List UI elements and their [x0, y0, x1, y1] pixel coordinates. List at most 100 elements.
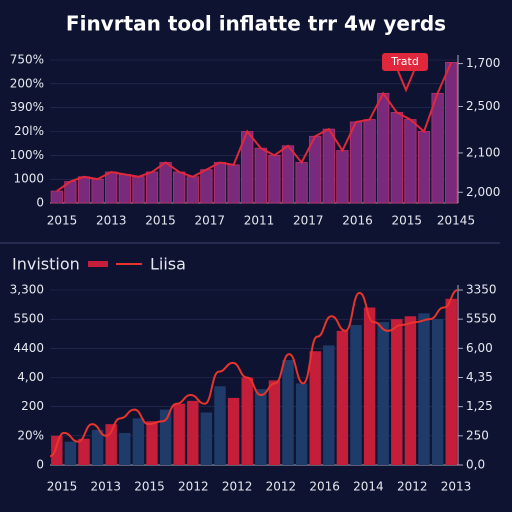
bar	[417, 131, 431, 204]
y2-tick-label: 4,35	[466, 370, 493, 384]
x-tick-label: 2012	[266, 480, 297, 494]
x-tick-label: 2013	[441, 480, 472, 494]
annotation-pointer	[397, 70, 415, 93]
bar	[255, 389, 267, 465]
y-tick-label: 4400	[13, 341, 44, 355]
bar	[404, 316, 417, 465]
bar	[105, 171, 118, 204]
bar	[227, 397, 240, 465]
y-tick-label: 1000	[13, 172, 44, 186]
x-tick-label: 2015	[391, 214, 422, 228]
bar	[118, 173, 131, 204]
annotation-box	[382, 53, 428, 71]
y-tick-label: 3,300	[10, 283, 44, 297]
bar	[282, 360, 294, 465]
y2-tick-label: 1,25	[466, 399, 493, 413]
y-tick-label: 4,00	[17, 370, 44, 384]
bar	[349, 121, 363, 204]
bar	[132, 176, 145, 204]
bar	[445, 298, 457, 465]
bar	[159, 162, 172, 204]
y-tick-label: 100%	[10, 148, 44, 162]
y-tick-label: 20%	[17, 428, 44, 442]
y-tick-label: 0	[36, 458, 44, 472]
bar	[91, 178, 104, 204]
y2-tick-label: 0,0	[466, 458, 485, 472]
y2-tick-label: 250	[466, 428, 489, 442]
y2-tick-label: 3350	[466, 283, 497, 297]
x-tick-label: 2012	[397, 480, 428, 494]
bar	[377, 322, 389, 465]
y-tick-label: 20l%	[14, 124, 44, 138]
bar	[173, 171, 186, 204]
annotation: Tratd	[390, 55, 419, 68]
bar	[173, 403, 185, 465]
bar	[363, 119, 376, 204]
line	[56, 61, 453, 192]
bar	[431, 319, 444, 465]
bar	[200, 169, 213, 204]
x-tick-label: 2016	[342, 214, 373, 228]
y2-tick-label: 5550	[466, 312, 497, 326]
bar	[186, 176, 199, 204]
bar	[377, 92, 390, 204]
bar	[322, 128, 335, 204]
bar	[77, 176, 91, 204]
bar	[51, 435, 63, 465]
bar	[200, 412, 213, 465]
bar	[363, 307, 376, 465]
x-tick-label: 20145	[437, 214, 475, 228]
y-tick-label: 5500	[13, 312, 44, 326]
x-tick-label: 2016	[309, 480, 340, 494]
bar	[295, 162, 308, 204]
x-tick-label: 2014	[353, 480, 384, 494]
x-tick-label: 2015	[47, 480, 78, 494]
bar	[254, 147, 267, 204]
bar	[78, 438, 90, 465]
bar	[350, 325, 362, 465]
y-tick-label: 750%	[10, 53, 44, 67]
bar	[146, 421, 158, 465]
bar	[213, 162, 227, 204]
bar	[309, 351, 321, 465]
bar	[390, 112, 403, 204]
y-tick-label: 390%	[10, 100, 44, 114]
bar	[391, 319, 403, 465]
line	[49, 289, 459, 458]
bar	[145, 171, 159, 204]
x-tick-label: 2015	[47, 214, 78, 228]
bar	[105, 424, 117, 465]
bar	[119, 432, 131, 465]
bar	[323, 345, 335, 465]
x-tick-label: 2012	[222, 480, 253, 494]
bar	[91, 430, 104, 465]
x-tick-label: 2012	[178, 480, 209, 494]
x-tick-label: 2015	[134, 480, 165, 494]
legend-swatch	[88, 261, 108, 267]
bar	[431, 92, 444, 204]
bar	[241, 377, 253, 465]
y2-tick-label: 1,700	[466, 56, 500, 70]
bar	[295, 383, 308, 465]
legend-label: Liisa	[150, 255, 186, 274]
x-tick-label: 2011	[244, 214, 275, 228]
y-tick-label: 200	[21, 399, 44, 413]
bar	[281, 145, 295, 204]
bar	[268, 154, 281, 204]
x-tick-label: 2013	[91, 480, 122, 494]
y2-tick-label: 2,500	[466, 99, 500, 113]
y-tick-label: 200%	[10, 76, 44, 90]
bar	[336, 330, 349, 465]
x-tick-label: 2013	[96, 214, 127, 228]
bar	[445, 61, 458, 204]
panel-title: Invistion	[12, 255, 80, 274]
bar	[132, 418, 145, 465]
bar	[50, 190, 63, 204]
y-tick-label: 0	[36, 196, 44, 210]
bar	[227, 164, 240, 204]
bar	[214, 386, 226, 465]
bar	[64, 441, 77, 465]
bar	[404, 119, 417, 204]
x-tick-label: 2015	[145, 214, 176, 228]
